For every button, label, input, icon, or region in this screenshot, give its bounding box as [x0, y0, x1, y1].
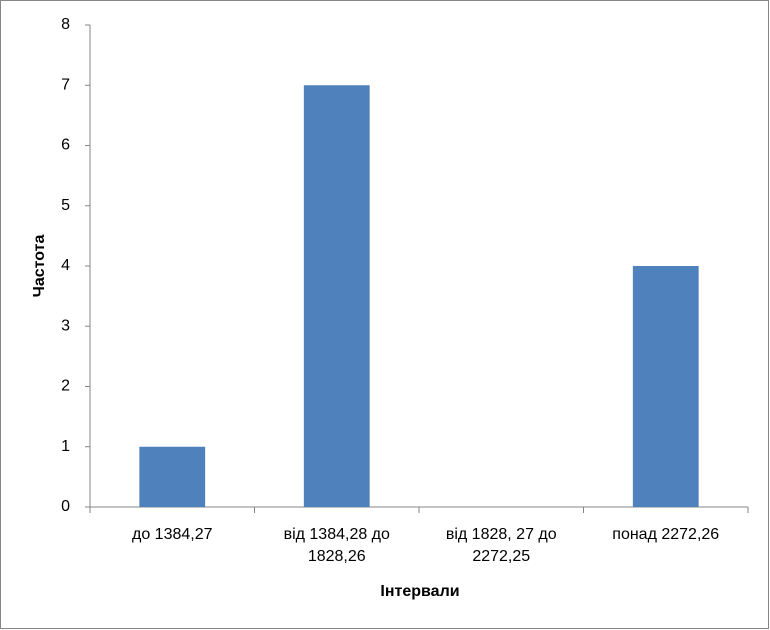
x-axis-title: Інтервали: [380, 583, 459, 600]
bar: [632, 266, 699, 507]
x-tick-label: від 1384,28 до 1828,26: [283, 526, 390, 565]
y-axis-title: Частота: [31, 235, 48, 298]
x-tick-label: від 1828, 27 до 2272,25: [445, 526, 557, 565]
y-tick-label: 0: [61, 498, 70, 515]
y-tick-label: 6: [61, 137, 70, 154]
y-tick-label: 7: [61, 76, 70, 93]
bar: [139, 446, 206, 507]
x-tick-label: до 1384,27: [131, 526, 213, 543]
y-tick-label: 4: [61, 257, 70, 274]
y-tick-label: 8: [61, 16, 70, 33]
y-tick-label: 5: [61, 197, 70, 214]
y-tick-label: 1: [61, 438, 70, 455]
y-tick-label: 2: [61, 378, 70, 395]
bar: [303, 85, 370, 507]
x-tick-label: понад 2272,26: [612, 526, 720, 543]
y-tick-label: 3: [61, 317, 70, 334]
